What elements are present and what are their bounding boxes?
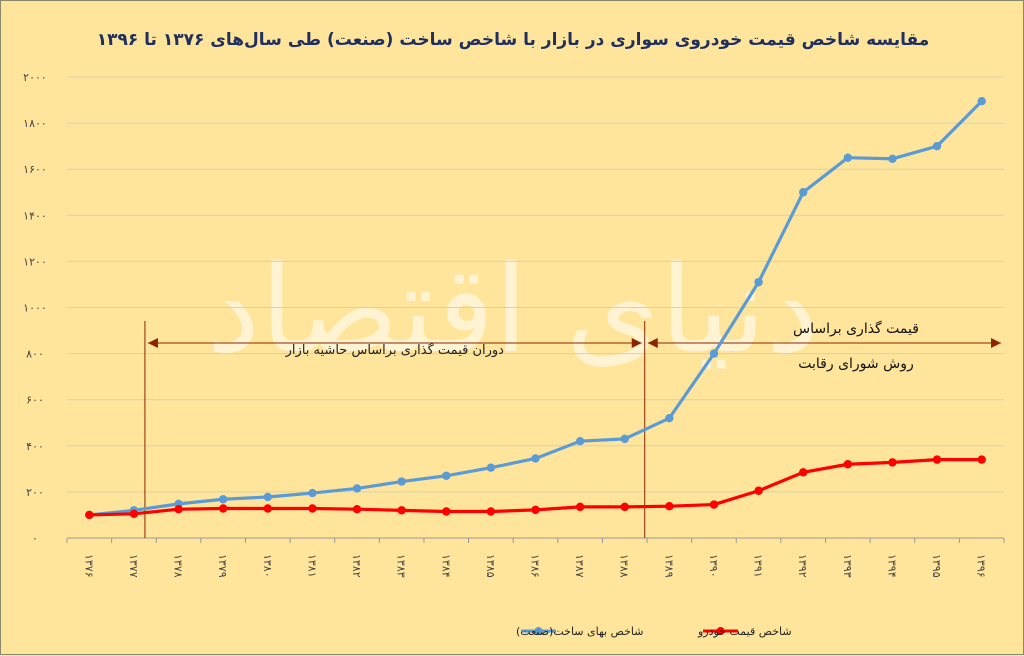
legend-label: شاخص بهای ساخت(صنعت) xyxy=(516,625,643,638)
data-point xyxy=(620,502,629,512)
x-tick-label: ۱۳۷۹ xyxy=(216,554,229,578)
data-point xyxy=(531,505,540,515)
watermark: دنیای اقتصاد xyxy=(207,241,820,380)
data-point xyxy=(709,500,719,509)
y-tick-label: ۱۸۰۰ xyxy=(23,117,47,130)
y-tick-label: ۶۰۰ xyxy=(26,394,44,407)
data-point xyxy=(754,277,763,287)
data-point xyxy=(442,471,451,480)
y-tick-label: ۱۲۰۰ xyxy=(23,255,47,268)
data-point xyxy=(308,488,317,498)
x-tick-label: ۱۳۹۵ xyxy=(930,554,943,578)
data-point xyxy=(263,492,272,502)
x-tick-label: ۱۳۸۹ xyxy=(662,554,675,578)
period-arrow-head xyxy=(147,338,158,348)
chart-title: مقایسه شاخص قیمت خودروی سواری در بازار ب… xyxy=(97,30,930,50)
y-tick-label: ۱۴۰۰ xyxy=(23,209,47,222)
legend-marker xyxy=(534,627,543,635)
data-point xyxy=(352,504,362,514)
y-tick-label: ۸۰۰ xyxy=(26,348,44,361)
data-point xyxy=(397,477,406,486)
legend: شاخص بهای ساخت(صنعت) شاخص قیمت خودرو xyxy=(516,625,792,638)
data-point xyxy=(218,504,228,513)
data-point xyxy=(932,455,942,464)
data-point xyxy=(843,153,853,162)
data-point xyxy=(888,154,897,164)
x-tick-label: ۱۳۹۶ xyxy=(975,554,988,578)
data-point xyxy=(888,458,897,467)
period-label: قیمت گذاری براساس xyxy=(793,320,919,337)
data-point xyxy=(843,460,853,469)
x-tick-label: ۱۳۹۱ xyxy=(752,554,765,578)
data-point xyxy=(129,509,139,518)
period-arrow-head xyxy=(631,338,642,348)
x-tick-label: ۱۳۹۰ xyxy=(707,554,720,578)
watermark-text: دنیای اقتصاد xyxy=(207,241,820,380)
data-point xyxy=(352,484,362,493)
period-arrow-head xyxy=(991,338,1001,348)
data-point xyxy=(442,507,451,516)
data-point xyxy=(977,455,986,464)
x-tick-label: ۱۳۸۲ xyxy=(350,554,363,578)
period-arrow-head xyxy=(647,338,658,348)
data-point xyxy=(531,454,540,463)
y-tick-label: ۲۰۰ xyxy=(26,486,44,499)
period-label: دوران قیمت گذاری براساس حاشیه بازار xyxy=(285,342,505,358)
x-tick-label: ۱۳۷۶ xyxy=(82,554,95,578)
x-tick-label: ۱۳۸۵ xyxy=(484,554,497,578)
period-label: روش شورای رقابت xyxy=(798,356,913,372)
y-axis: ۰ ۲۰۰ ۴۰۰ ۶۰۰ ۸۰۰ ۱۰۰۰ ۱۲۰۰ ۱۴۰۰ ۱۶۰۰ ۱۸۰۰ ۲۰۰۰ xyxy=(23,71,47,545)
data-point xyxy=(754,486,763,495)
x-axis: ۱۳۷۶ ۱۳۷۷ ۱۳۷۸ ۱۳۷۹ ۱۳۸۰ ۱۳۸۱ ۱۳۸۲ ۱۳۸۳ ۱۳۸۴ ۱۳۸۵… xyxy=(66,538,1005,578)
data-point xyxy=(575,436,585,446)
x-tick-label: ۱۳۷۷ xyxy=(127,554,140,578)
data-point xyxy=(575,502,585,512)
data-point xyxy=(799,188,808,197)
annotations: دوران قیمت گذاری براساس حاشیه بازار قیمت … xyxy=(144,320,1001,538)
y-tick-label: ۰ xyxy=(32,532,38,545)
data-point xyxy=(486,507,496,516)
data-point xyxy=(218,495,228,504)
x-tick-label: ۱۳۸۷ xyxy=(573,554,586,578)
legend-label: شاخص قیمت خودرو xyxy=(697,625,792,638)
legend-marker xyxy=(716,627,725,635)
data-point xyxy=(932,141,942,151)
data-point xyxy=(709,349,719,358)
y-tick-label: ۲۰۰۰ xyxy=(23,71,47,84)
data-point xyxy=(308,504,317,513)
data-point xyxy=(486,463,496,472)
x-tick-label: ۱۳۸۳ xyxy=(395,554,408,578)
data-point xyxy=(85,510,94,520)
x-tick-label: ۱۳۹۴ xyxy=(885,554,898,578)
plot-area xyxy=(85,97,986,520)
x-tick-label: ۱۳۸۴ xyxy=(439,554,452,578)
data-point xyxy=(174,504,183,514)
x-tick-label: ۱۳۸۱ xyxy=(305,554,318,578)
x-tick-label: ۱۳۹۳ xyxy=(841,554,854,578)
y-tick-label: ۴۰۰ xyxy=(26,440,44,453)
data-point xyxy=(263,504,272,513)
y-tick-label: ۱۶۰۰ xyxy=(23,163,47,176)
x-tick-label: ۱۳۸۸ xyxy=(618,554,631,578)
data-point xyxy=(977,97,986,106)
data-point xyxy=(665,413,674,423)
data-point xyxy=(799,468,808,477)
x-tick-label: ۱۳۹۲ xyxy=(796,554,809,578)
data-point xyxy=(665,501,674,511)
grid-lines xyxy=(67,76,1004,539)
data-point xyxy=(397,506,406,515)
y-tick-label: ۱۰۰۰ xyxy=(23,302,47,315)
x-tick-label: ۱۳۷۸ xyxy=(172,554,185,578)
x-tick-label: ۱۳۸۰ xyxy=(261,554,274,578)
x-tick-label: ۱۳۸۶ xyxy=(529,554,542,578)
data-point xyxy=(620,434,629,444)
